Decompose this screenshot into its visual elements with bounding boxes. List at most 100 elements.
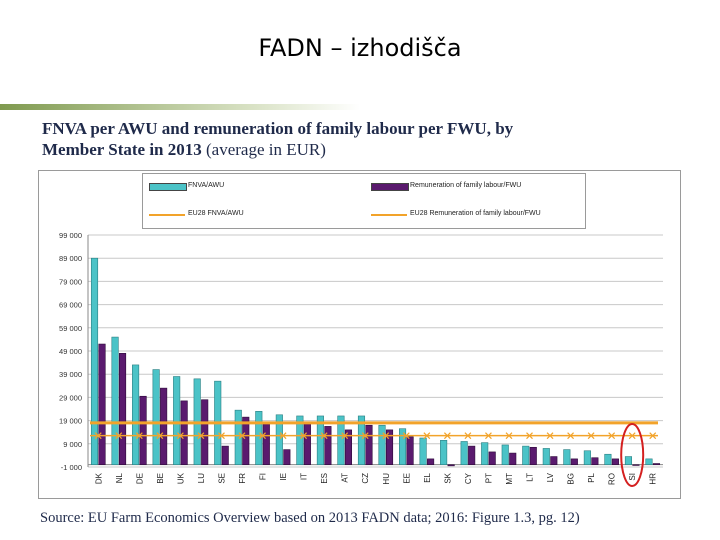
x-tick-label-mt: MT <box>505 473 514 485</box>
bar-fnva-cz <box>357 415 366 465</box>
chart-heading-line1: FNVA per AWU and remuneration of family … <box>42 119 514 138</box>
slide-title: FADN – izhodišča <box>258 34 462 62</box>
eu28-remuneration-marker <box>115 432 123 440</box>
eu28-remuneration-marker <box>176 432 184 440</box>
x-tick-label-es: ES <box>320 473 329 484</box>
x-tick-label-dk: DK <box>94 472 103 484</box>
eu28-remuneration-marker <box>361 432 369 440</box>
bar-fnva-hr <box>645 458 653 465</box>
y-tick-label: 9 000 <box>63 440 82 449</box>
y-tick-label: 79 000 <box>59 277 82 286</box>
highlight-ellipse-si <box>620 423 645 487</box>
bar-remuneration-ie <box>283 449 291 465</box>
legend-swatch-eu-rem <box>371 214 407 216</box>
bar-remuneration-cz <box>365 424 373 465</box>
x-tick-label-pl: PL <box>587 472 596 482</box>
bar-fnva-si <box>624 456 632 465</box>
bar-fnva-es <box>316 415 324 465</box>
bar-fnva-de <box>132 364 140 465</box>
bar-remuneration-uk <box>180 400 188 465</box>
chart-legend: FNVA/AWU Remuneration of family labour/F… <box>142 173 586 229</box>
x-tick-label-se: SE <box>217 473 226 484</box>
x-tick-label-cy: CY <box>464 472 473 484</box>
x-tick-label-bg: BG <box>567 473 576 485</box>
bar-remuneration-it <box>303 423 311 465</box>
legend-swatch-eu-fnva <box>149 214 185 216</box>
bar-fnva-be <box>152 369 160 465</box>
bar-remuneration-es <box>324 426 332 465</box>
bar-remuneration-si <box>632 464 640 466</box>
chart-heading: FNVA per AWU and remuneration of family … <box>42 118 662 160</box>
bar-remuneration-be <box>160 387 168 465</box>
chart-heading-line2: Member State in 2013 (average in EUR) <box>42 139 662 160</box>
eu28-remuneration-marker <box>628 432 636 440</box>
bar-remuneration-ee <box>406 436 414 465</box>
x-tick-label-it: IT <box>300 473 309 480</box>
source-note: Source: EU Farm Economics Overview based… <box>40 510 580 526</box>
x-tick-label-be: BE <box>156 473 165 484</box>
eu28-remuneration-marker <box>464 432 472 440</box>
x-tick-label-sk: SK <box>443 472 452 483</box>
x-tick-label-lt: LT <box>526 473 535 482</box>
bar-remuneration-fi <box>262 423 270 465</box>
bar-fnva-fr <box>234 409 242 465</box>
y-tick-label: 89 000 <box>59 254 82 263</box>
eu28-remuneration-marker <box>567 432 575 440</box>
eu28-remuneration-marker <box>485 432 492 440</box>
bar-remuneration-mt <box>509 452 517 465</box>
bar-remuneration-lu <box>201 399 209 465</box>
bar-fnva-el <box>419 437 427 465</box>
bar-remuneration-fr <box>242 416 250 465</box>
x-tick-label-si: SI <box>628 473 637 481</box>
bar-remuneration-el <box>427 458 435 465</box>
chart-heading-line2-light: (average in EUR) <box>201 140 326 159</box>
y-tick-label: 99 000 <box>59 231 82 240</box>
bar-fnva-ie <box>275 414 283 465</box>
legend-swatch-fnva <box>149 183 187 191</box>
eu28-remuneration-marker <box>505 432 513 440</box>
eu28-remuneration-marker <box>238 432 246 440</box>
eu28-remuneration-marker <box>279 432 287 440</box>
eu28-remuneration-marker <box>587 432 595 440</box>
y-tick-label: 39 000 <box>59 370 82 379</box>
bar-fnva-lt <box>522 445 530 465</box>
bar-fnva-ee <box>399 428 407 465</box>
bar-remuneration-de <box>139 395 147 465</box>
bar-remuneration-lv <box>550 456 558 465</box>
y-tick-label: 69 000 <box>59 301 82 310</box>
bar-fnva-dk <box>90 257 99 465</box>
x-tick-label-hu: HU <box>382 473 391 485</box>
bar-fnva-nl <box>111 336 119 465</box>
bar-remuneration-sk <box>447 464 455 467</box>
legend-label-eu-rem: EU28 Remuneration of family labour/FWU <box>410 210 541 217</box>
x-tick-label-cz: CZ <box>361 473 370 484</box>
bar-remuneration-hr <box>652 463 661 465</box>
y-tick-label: 59 000 <box>59 324 82 333</box>
bar-remuneration-se <box>221 445 229 465</box>
eu28-remuneration-marker <box>135 432 143 440</box>
legend-swatch-remuneration <box>371 183 409 191</box>
x-tick-label-ee: EE <box>402 473 411 484</box>
eu28-remuneration-marker <box>197 432 205 440</box>
x-tick-label-lu: LU <box>197 473 206 483</box>
bar-remuneration-bg <box>570 458 578 465</box>
x-tick-label-fr: FR <box>238 473 247 484</box>
eu28-remuneration-marker <box>94 432 102 440</box>
x-tick-label-hr: HR <box>649 473 658 485</box>
bar-remuneration-pl <box>591 457 599 465</box>
eu28-remuneration-marker <box>546 432 554 440</box>
bar-fnva-pt <box>481 442 489 465</box>
chart-heading-line2-bold: Member State in 2013 <box>42 140 202 159</box>
x-tick-label-pt: PT <box>484 473 493 483</box>
x-tick-label-el: EL <box>423 472 432 482</box>
x-tick-label-de: DE <box>135 473 144 484</box>
bar-remuneration-cy <box>468 445 476 465</box>
bar-remuneration-dk <box>98 343 106 465</box>
eu28-remuneration-marker <box>259 432 266 440</box>
y-tick-label: 49 000 <box>59 347 82 356</box>
bar-fnva-lv <box>542 448 550 465</box>
bar-remuneration-lt <box>529 446 537 465</box>
eu28-remuneration-marker <box>341 432 349 440</box>
bar-fnva-it <box>296 415 304 465</box>
